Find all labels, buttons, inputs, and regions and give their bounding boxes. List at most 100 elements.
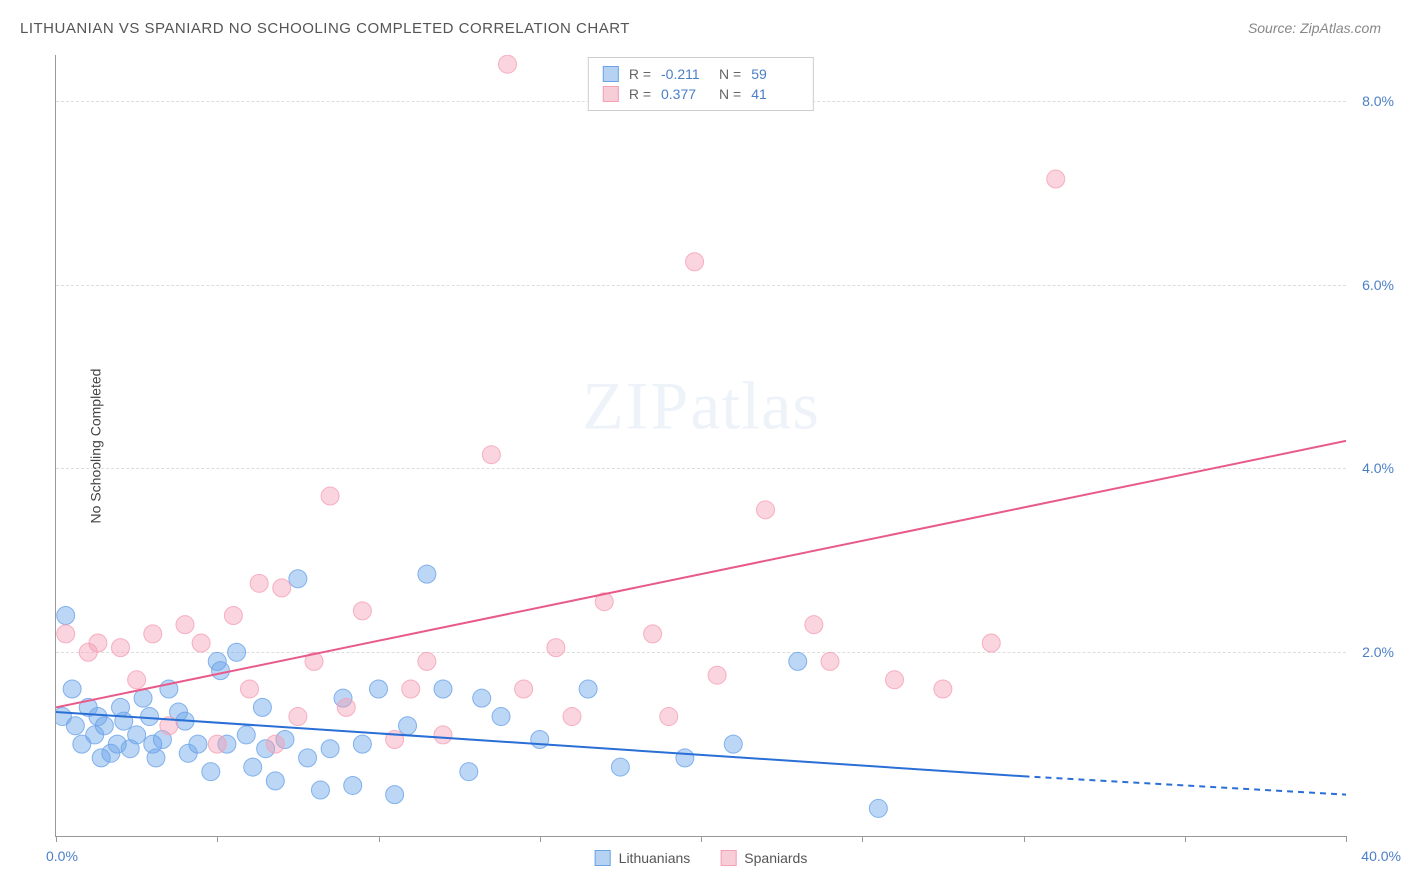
data-point xyxy=(473,689,491,707)
data-point xyxy=(57,625,75,643)
legend: Lithuanians Spaniards xyxy=(595,850,808,866)
stat-n-value: 41 xyxy=(751,86,799,102)
swatch-spaniards xyxy=(603,86,619,102)
data-point xyxy=(492,708,510,726)
data-point xyxy=(253,698,271,716)
legend-swatch-lithuanians xyxy=(595,850,611,866)
swatch-lithuanians xyxy=(603,66,619,82)
data-point xyxy=(244,758,262,776)
chart-plot-area: ZIPatlas R = -0.211 N = 59 R = 0.377 N =… xyxy=(55,55,1346,837)
data-point xyxy=(434,726,452,744)
data-point xyxy=(353,735,371,753)
legend-label: Spaniards xyxy=(744,850,807,866)
data-point xyxy=(176,616,194,634)
data-point xyxy=(128,671,146,689)
data-point xyxy=(344,776,362,794)
x-tick xyxy=(56,836,57,842)
data-point xyxy=(128,726,146,744)
data-point xyxy=(547,639,565,657)
data-point xyxy=(821,652,839,670)
data-point xyxy=(460,763,478,781)
data-point xyxy=(89,634,107,652)
data-point xyxy=(789,652,807,670)
data-point xyxy=(112,639,130,657)
data-point xyxy=(337,698,355,716)
x-tick xyxy=(1024,836,1025,842)
data-point xyxy=(399,717,417,735)
data-point xyxy=(708,666,726,684)
y-tick-label: 6.0% xyxy=(1362,277,1394,293)
data-point xyxy=(112,698,130,716)
stat-r-label: R = xyxy=(629,86,651,102)
x-tick xyxy=(540,836,541,842)
data-point xyxy=(241,680,259,698)
x-tick xyxy=(1346,836,1347,842)
data-point xyxy=(144,735,162,753)
data-point xyxy=(982,634,1000,652)
data-point xyxy=(353,602,371,620)
data-point xyxy=(531,731,549,749)
data-point xyxy=(805,616,823,634)
data-point xyxy=(644,625,662,643)
data-point xyxy=(66,717,84,735)
legend-item-lithuanians: Lithuanians xyxy=(595,850,691,866)
scatter-svg xyxy=(56,55,1346,836)
stat-row-lithuanians: R = -0.211 N = 59 xyxy=(603,64,799,84)
stat-r-value: 0.377 xyxy=(661,86,709,102)
data-point xyxy=(563,708,581,726)
stat-row-spaniards: R = 0.377 N = 41 xyxy=(603,84,799,104)
data-point xyxy=(434,680,452,698)
data-point xyxy=(934,680,952,698)
chart-title: LITHUANIAN VS SPANIARD NO SCHOOLING COMP… xyxy=(20,20,630,37)
x-axis-min-label: 0.0% xyxy=(46,848,78,864)
data-point xyxy=(482,446,500,464)
data-point xyxy=(192,634,210,652)
data-point xyxy=(402,680,420,698)
stat-r-value: -0.211 xyxy=(661,66,709,82)
data-point xyxy=(724,735,742,753)
data-point xyxy=(1047,170,1065,188)
data-point xyxy=(224,606,242,624)
data-point xyxy=(189,735,207,753)
data-point xyxy=(676,749,694,767)
x-tick xyxy=(379,836,380,842)
data-point xyxy=(237,726,255,744)
data-point xyxy=(418,565,436,583)
data-point xyxy=(886,671,904,689)
data-point xyxy=(57,606,75,624)
data-point xyxy=(686,253,704,271)
data-point xyxy=(869,799,887,817)
stat-n-label: N = xyxy=(719,86,741,102)
x-tick xyxy=(217,836,218,842)
data-point xyxy=(418,652,436,670)
data-point xyxy=(95,717,113,735)
data-point xyxy=(266,772,284,790)
source-label: Source: ZipAtlas.com xyxy=(1248,20,1381,36)
stat-r-label: R = xyxy=(629,66,651,82)
data-point xyxy=(202,763,220,781)
data-point xyxy=(208,652,226,670)
data-point xyxy=(757,501,775,519)
y-tick-label: 4.0% xyxy=(1362,460,1394,476)
data-point xyxy=(499,55,517,73)
data-point xyxy=(299,749,317,767)
data-point xyxy=(611,758,629,776)
correlation-stats-box: R = -0.211 N = 59 R = 0.377 N = 41 xyxy=(588,57,814,111)
data-point xyxy=(311,781,329,799)
data-point xyxy=(208,735,226,753)
data-point xyxy=(660,708,678,726)
data-point xyxy=(289,570,307,588)
x-tick xyxy=(701,836,702,842)
y-tick-label: 8.0% xyxy=(1362,93,1394,109)
data-point xyxy=(144,625,162,643)
x-tick xyxy=(1185,836,1186,842)
data-point xyxy=(141,708,159,726)
stat-n-value: 59 xyxy=(751,66,799,82)
trend-line-dashed xyxy=(1024,776,1347,794)
data-point xyxy=(92,749,110,767)
data-point xyxy=(321,487,339,505)
data-point xyxy=(63,680,81,698)
y-tick-label: 2.0% xyxy=(1362,644,1394,660)
x-tick xyxy=(862,836,863,842)
legend-item-spaniards: Spaniards xyxy=(720,850,807,866)
